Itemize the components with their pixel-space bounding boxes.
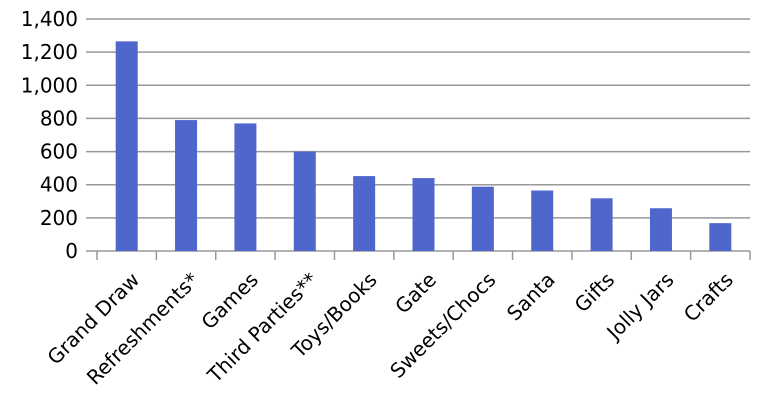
y-tick-label: 600: [40, 140, 78, 164]
y-tick-label: 0: [65, 239, 78, 263]
bar: [115, 41, 138, 251]
y-tick-label: 800: [40, 106, 78, 130]
bar: [293, 151, 316, 251]
bar: [709, 223, 732, 251]
bar: [175, 120, 198, 251]
bars: [115, 41, 732, 251]
bar: [353, 176, 376, 251]
bar: [531, 190, 554, 251]
bar: [649, 208, 672, 251]
x-tick-label: Crafts: [679, 268, 738, 327]
x-tick-label: Gate: [390, 268, 441, 319]
bar: [412, 178, 435, 251]
y-tick-label: 200: [40, 206, 78, 230]
y-tick-label: 400: [40, 173, 78, 197]
bar: [590, 198, 613, 251]
x-tick-label: Santa: [502, 268, 560, 326]
x-axis: [96, 251, 751, 260]
y-tick-label: 1,400: [21, 7, 78, 31]
y-tick-label: 1,000: [21, 73, 78, 97]
x-tick-label: Sweets/Chocs: [385, 268, 500, 383]
x-tick-label: Gifts: [570, 268, 620, 318]
y-axis-tick-labels: 0 200 400 600 800 1,000 1,200 1,400: [21, 7, 78, 263]
bar: [234, 123, 257, 251]
y-tick-label: 1,200: [21, 40, 78, 64]
bar: [471, 186, 494, 251]
